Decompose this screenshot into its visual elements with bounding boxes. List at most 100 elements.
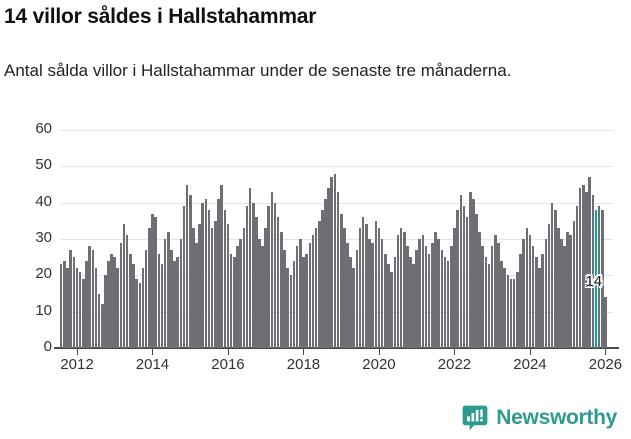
bar[interactable] (368, 239, 371, 348)
bar[interactable] (233, 257, 236, 348)
bar[interactable] (113, 257, 117, 348)
bar[interactable] (154, 217, 157, 348)
bar[interactable] (390, 271, 393, 348)
bar[interactable] (214, 220, 217, 348)
bar[interactable] (170, 249, 173, 348)
bar[interactable] (352, 268, 355, 348)
bar[interactable] (399, 228, 403, 348)
bar[interactable] (122, 224, 126, 348)
bar[interactable] (223, 209, 227, 348)
bar[interactable] (129, 253, 132, 348)
bar[interactable] (286, 268, 289, 348)
bar[interactable] (125, 235, 129, 348)
bar[interactable] (330, 177, 334, 348)
bar[interactable] (493, 235, 497, 348)
bar[interactable] (588, 177, 591, 348)
bar[interactable] (321, 209, 324, 348)
bar[interactable] (82, 278, 85, 348)
bar[interactable] (506, 275, 510, 348)
bar[interactable] (578, 188, 582, 348)
bar[interactable] (135, 278, 138, 348)
bar[interactable] (299, 239, 302, 348)
bar[interactable] (358, 228, 362, 348)
bar[interactable] (475, 213, 478, 348)
bar[interactable] (327, 188, 331, 348)
bar[interactable] (377, 228, 381, 348)
bar[interactable] (424, 246, 428, 348)
bar[interactable] (264, 228, 267, 348)
bar[interactable] (346, 242, 349, 348)
bar[interactable] (472, 199, 475, 348)
bar[interactable] (204, 199, 208, 348)
bar[interactable] (273, 202, 277, 348)
bar[interactable] (254, 217, 258, 348)
bar[interactable] (572, 220, 576, 348)
bar[interactable] (179, 239, 183, 348)
bar[interactable] (443, 257, 447, 348)
bar[interactable] (490, 246, 494, 348)
bar[interactable] (412, 264, 415, 348)
bar[interactable] (484, 257, 488, 348)
bar[interactable] (191, 228, 195, 348)
bar[interactable] (144, 249, 148, 348)
bar[interactable] (396, 235, 400, 348)
bar[interactable] (387, 264, 390, 348)
bar[interactable] (384, 253, 387, 348)
bar[interactable] (295, 246, 299, 348)
bar[interactable] (361, 217, 365, 348)
bar[interactable] (393, 257, 397, 348)
bar[interactable] (522, 239, 525, 348)
bar[interactable] (503, 268, 506, 348)
bar[interactable] (604, 297, 607, 348)
bar[interactable] (459, 195, 463, 348)
bar[interactable] (88, 246, 91, 348)
bar[interactable] (544, 239, 548, 348)
bar[interactable] (601, 209, 604, 348)
bar[interactable] (207, 209, 211, 348)
bar[interactable] (566, 231, 569, 348)
bar[interactable] (469, 191, 472, 348)
bar[interactable] (318, 220, 321, 348)
bar[interactable] (497, 242, 500, 348)
bar[interactable] (305, 253, 308, 348)
bar[interactable] (251, 202, 255, 348)
bar[interactable] (311, 235, 315, 348)
bar[interactable] (585, 191, 588, 348)
bar[interactable] (151, 213, 154, 348)
bar[interactable] (185, 184, 189, 348)
bar[interactable] (163, 239, 167, 348)
bar[interactable] (198, 224, 201, 348)
bar[interactable] (236, 246, 239, 348)
bar[interactable] (450, 246, 453, 348)
bar[interactable] (415, 249, 418, 348)
bar[interactable] (456, 209, 459, 348)
bar[interactable] (100, 304, 104, 348)
bar[interactable] (550, 202, 554, 348)
bar[interactable] (531, 246, 535, 348)
bar[interactable] (314, 228, 318, 348)
bar[interactable] (333, 173, 337, 348)
bar[interactable] (519, 253, 522, 348)
bar[interactable] (355, 249, 359, 348)
bar[interactable] (525, 228, 529, 348)
bar[interactable] (66, 268, 69, 348)
bar[interactable] (556, 228, 560, 348)
bar[interactable] (421, 235, 425, 348)
newsworthy-logo[interactable]: Newsworthy (462, 405, 617, 431)
bar[interactable] (85, 260, 88, 348)
bar[interactable] (116, 268, 120, 348)
bar[interactable] (75, 268, 79, 348)
bar[interactable] (575, 206, 579, 348)
bar[interactable] (242, 228, 246, 348)
bar[interactable] (324, 199, 327, 348)
bar[interactable] (201, 202, 204, 348)
bar[interactable] (371, 242, 374, 348)
bar[interactable] (267, 206, 271, 348)
bar[interactable] (418, 239, 422, 348)
bar[interactable] (91, 249, 95, 348)
bar[interactable] (188, 195, 192, 348)
bar[interactable] (509, 278, 513, 348)
bar[interactable] (226, 224, 230, 348)
bar[interactable] (239, 239, 242, 348)
bar[interactable] (283, 249, 286, 348)
